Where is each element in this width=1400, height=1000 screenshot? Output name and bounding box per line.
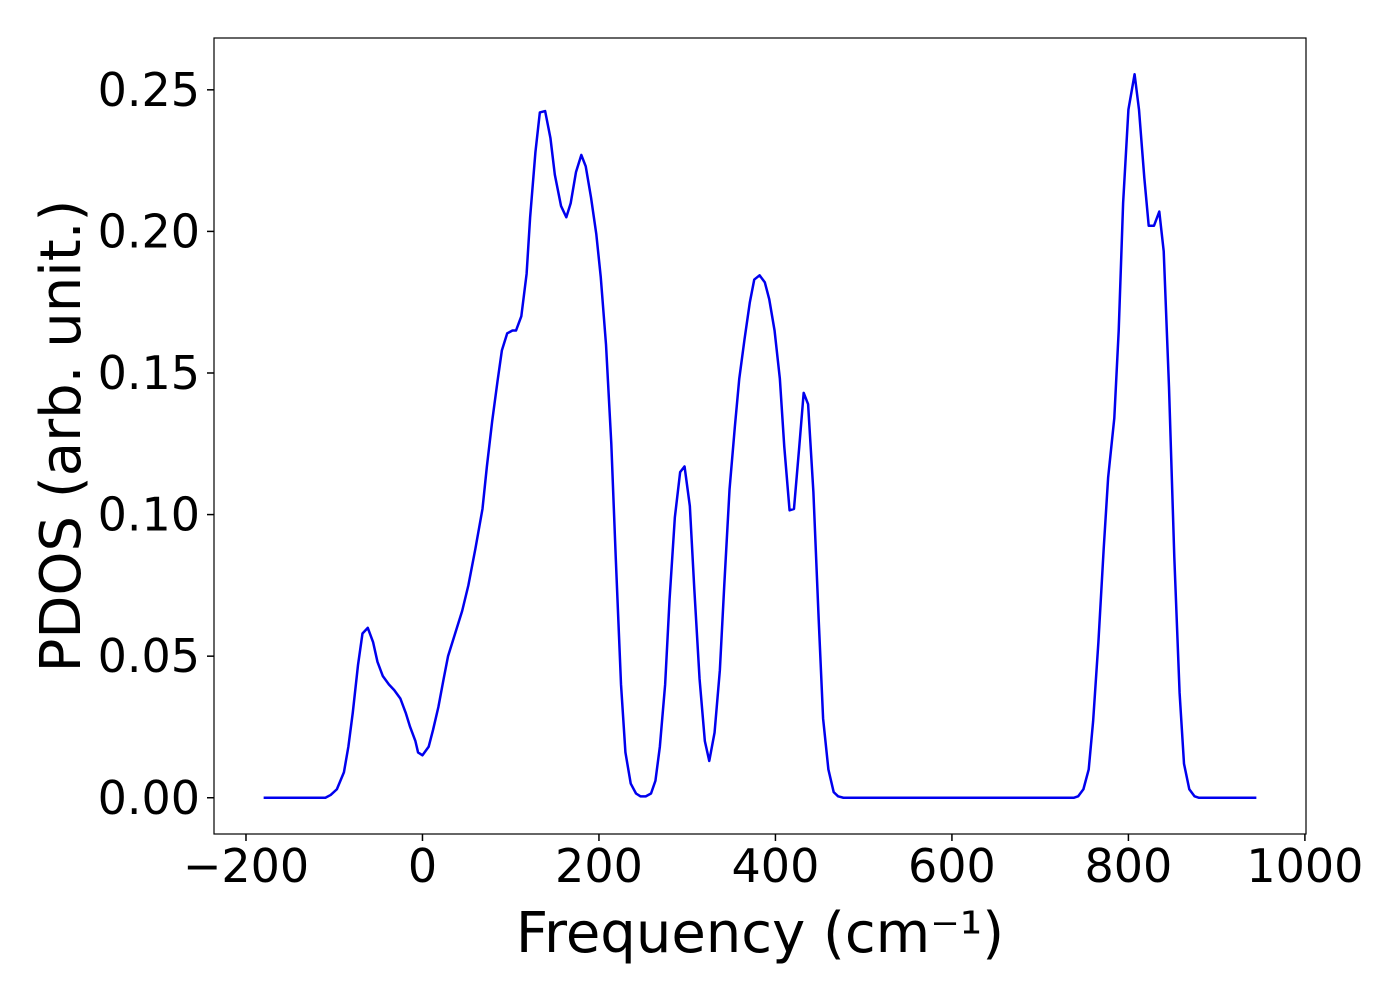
y-tick-label: 0.10 xyxy=(98,488,200,542)
y-tick-label: 0.25 xyxy=(98,63,200,117)
y-tick-label: 0.20 xyxy=(98,204,200,258)
x-axis-label: Frequency (cm⁻¹) xyxy=(516,901,1004,966)
x-tick-label: 200 xyxy=(555,839,643,893)
x-tick-label: 800 xyxy=(1085,839,1173,893)
plot-frame xyxy=(213,37,1307,835)
y-axis-label: PDOS (arb. unit.) xyxy=(29,200,94,673)
x-tick-label: 400 xyxy=(732,839,820,893)
x-tick-label: 600 xyxy=(908,839,996,893)
y-tick-label: 0.05 xyxy=(98,629,200,683)
line xyxy=(263,72,1257,800)
x-tick-label: −200 xyxy=(183,839,309,893)
y-tick-label: 0.15 xyxy=(98,346,200,400)
x-tick-label: 1000 xyxy=(1246,839,1363,893)
x-tick-label: 0 xyxy=(408,839,437,893)
y-tick-label: 0.00 xyxy=(98,771,200,825)
